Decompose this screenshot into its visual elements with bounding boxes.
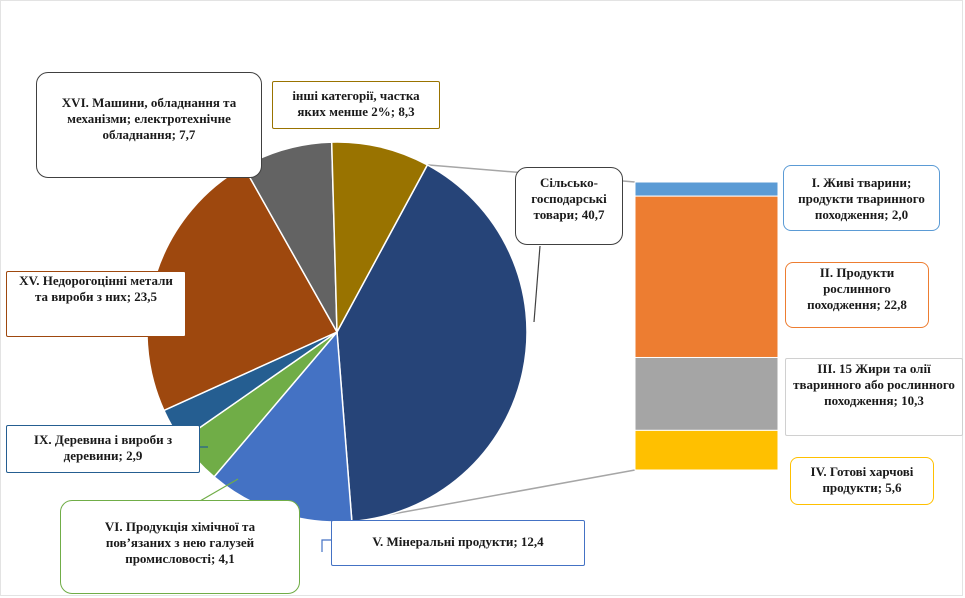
bar-plant-products [634, 195, 779, 358]
label-chemical-products: VI. Продукція хімічної та пов’язаних з н… [60, 500, 300, 594]
leader-agricultural [533, 245, 541, 323]
slice-other-categories [330, 141, 429, 335]
leader-mineral [321, 539, 331, 552]
label-fats-oils: III. 15 Жири та олії тваринного або росл… [785, 358, 963, 436]
label-wood-products: IX. Деревина і вироби з деревини; 2,9 [6, 425, 200, 473]
pie [146, 141, 528, 523]
connector-bottom [351, 469, 636, 523]
label-prepared-food: IV. Готові харчові продукти; 5,6 [790, 457, 934, 505]
label-live-animals: I. Живі тварини; продукти тваринного пох… [783, 165, 940, 231]
label-base-metals: XV. Недорогоцінні метали та вироби з них… [6, 271, 186, 337]
label-mineral-products: V. Мінеральні продукти; 12,4 [331, 520, 585, 566]
bar-live-animals [634, 181, 779, 197]
label-agricultural-goods: Сільсько-господарські товари; 40,7 [515, 167, 623, 245]
label-plant-products: II. Продукти рослинного походження; 22,8 [785, 262, 929, 328]
bar-prepared-food [634, 429, 779, 471]
bar-fats-oils [634, 356, 779, 431]
stacked-bar [634, 181, 779, 471]
label-machinery: XVI. Машини, обладнання та механізми; ел… [36, 72, 262, 178]
slice-agricultural-goods [336, 163, 528, 523]
label-other-categories: інші категорії, частка яких менше 2%; 8,… [272, 81, 440, 129]
leader-chemical [199, 478, 239, 502]
leader-lines [199, 245, 541, 552]
